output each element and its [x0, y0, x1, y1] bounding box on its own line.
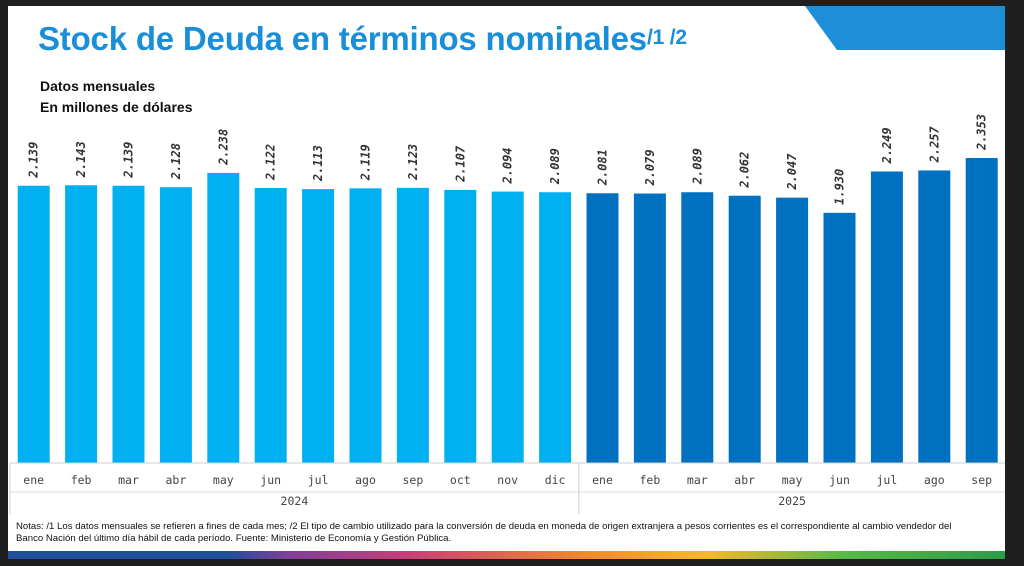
x-tick-label: ago: [924, 473, 945, 487]
bar-2024-jun: [254, 187, 287, 463]
corner-decoration: [805, 6, 1005, 50]
bar-2024-jul: [302, 189, 335, 464]
x-tick-label: jun: [260, 473, 281, 487]
data-label: 2.119: [359, 144, 373, 181]
bar-2025-jul: [870, 171, 903, 463]
bar-2024-feb: [65, 185, 98, 463]
slide: Stock de Deuda en términos nominales/1 /…: [8, 6, 1005, 559]
data-label: 2.089: [548, 148, 562, 185]
bar-2025-may: [776, 197, 809, 463]
data-label: 2.079: [643, 149, 657, 186]
color-stripe: [8, 551, 1005, 559]
bar-2025-abr: [728, 195, 761, 463]
bar-2024-may: [207, 172, 240, 463]
data-label: 2.257: [927, 126, 941, 164]
bar-2025-ago: [918, 170, 951, 464]
x-tick-label: abr: [734, 473, 755, 487]
bar-2025-sep: [965, 158, 998, 463]
year-group-label: 2025: [778, 494, 806, 508]
data-label: 2.238: [216, 129, 230, 166]
data-label: 2.094: [501, 147, 515, 184]
bar-2024-sep: [396, 187, 429, 463]
data-label: 2.062: [738, 152, 752, 189]
title-text: Stock de Deuda en términos nominales: [38, 20, 647, 57]
x-tick-label: may: [213, 473, 234, 487]
year-group-label: 2024: [281, 494, 309, 508]
data-label: 2.353: [975, 114, 989, 151]
x-tick-label: mar: [687, 473, 708, 487]
x-tick-label: feb: [640, 473, 661, 487]
data-label: 2.123: [406, 144, 420, 181]
data-label: 1.930: [833, 169, 847, 205]
x-tick-label: jul: [877, 473, 898, 487]
bar-2025-mar: [681, 192, 714, 463]
data-label: 2.139: [122, 142, 136, 179]
x-tick-label: jun: [829, 473, 850, 487]
bar-2024-nov: [491, 191, 524, 463]
title-superscript: /1 /2: [646, 26, 687, 49]
x-tick-label: ene: [23, 473, 44, 487]
x-tick-label: sep: [403, 473, 424, 487]
data-label: 2.081: [596, 149, 610, 186]
x-tick-label: oct: [450, 473, 471, 487]
bar-2024-abr: [159, 187, 192, 463]
x-tick-label: mar: [118, 473, 139, 487]
bar-2025-feb: [633, 193, 666, 464]
bar-2024-oct: [444, 189, 477, 463]
bar-2024-ago: [349, 188, 382, 463]
x-tick-label: ago: [355, 473, 376, 487]
data-label: 2.113: [311, 145, 325, 182]
x-tick-label: dic: [545, 473, 566, 487]
x-tick-label: may: [782, 473, 803, 487]
subtitle-units: En millones de dólares: [40, 99, 193, 115]
x-tick-label: nov: [497, 473, 518, 487]
data-label: 2.128: [169, 143, 183, 180]
data-label: 2.107: [453, 145, 467, 183]
data-label: 2.122: [264, 144, 278, 181]
bar-chart: 2.139 ene 2.143 feb 2.139 mar 2.128 abr 2.238 may…: [9, 114, 1005, 514]
bar-2024-ene: [17, 185, 50, 463]
footnotes: Notas: /1 Los datos mensuales se refiere…: [16, 521, 952, 544]
data-label: 2.249: [880, 127, 894, 164]
data-label: 2.139: [27, 142, 41, 179]
data-label: 2.047: [785, 153, 799, 191]
data-label: 2.089: [690, 148, 704, 185]
bar-2024-mar: [112, 185, 145, 463]
x-tick-label: ene: [592, 473, 613, 487]
bar-2025-ene: [586, 193, 619, 463]
x-tick-label: abr: [166, 473, 187, 487]
subtitle-frequency: Datos mensuales: [40, 78, 156, 94]
bar-2025-jun: [823, 212, 856, 463]
data-label: 2.143: [74, 141, 88, 178]
x-tick-label: feb: [71, 473, 92, 487]
x-tick-label: sep: [971, 473, 992, 487]
bar-2024-dic: [539, 192, 572, 463]
page-title: Stock de Deuda en términos nominales/1 /…: [38, 20, 687, 58]
x-tick-label: jul: [308, 473, 329, 487]
